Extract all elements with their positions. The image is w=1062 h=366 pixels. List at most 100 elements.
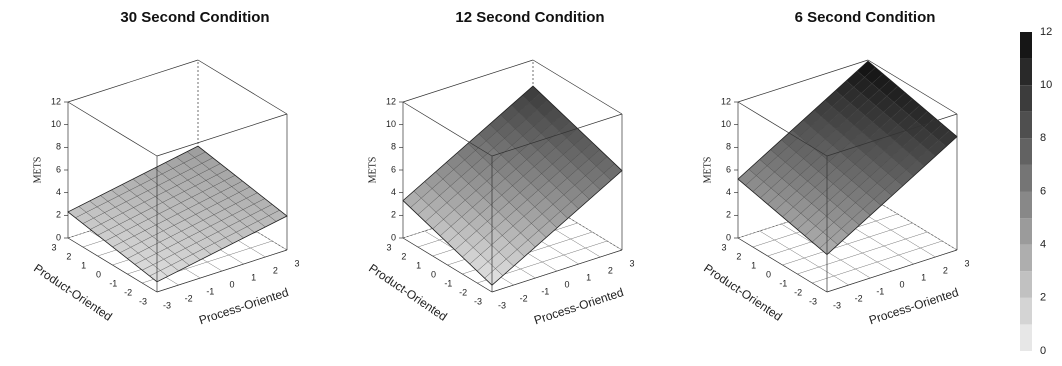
box-edge (402, 237, 493, 293)
z-tick-label: 8 (391, 142, 396, 152)
surface (402, 85, 623, 286)
x-tick-label: -3 (809, 296, 817, 306)
z-tick-label: 6 (391, 164, 396, 174)
colorbar-tick-label: 8 (1040, 132, 1046, 144)
z-tick-label: 6 (56, 164, 61, 174)
y-tick-label: 0 (899, 279, 904, 289)
y-tick-label: -3 (498, 300, 506, 310)
colorbar-band (1020, 191, 1032, 219)
x-tick-label: 1 (751, 260, 756, 270)
z-tick-label: 12 (51, 96, 61, 106)
z-axis-label: METS (367, 157, 378, 184)
y-tick-label: 3 (294, 258, 299, 268)
z-tick-label: 6 (726, 164, 731, 174)
colorbar-band (1020, 85, 1032, 112)
z-tick-label: 2 (726, 210, 731, 220)
x-tick-label: 1 (81, 260, 86, 270)
y-tick-label: -1 (541, 286, 549, 296)
y-tick-label: 0 (564, 279, 569, 289)
box-edge (491, 249, 623, 293)
x-axis-label: Product-Oriented (366, 261, 450, 324)
surface (67, 145, 288, 283)
y-tick-label: 2 (273, 265, 278, 275)
box-edge (156, 249, 288, 293)
x-tick-label: 2 (736, 251, 741, 261)
y-tick-label: -1 (206, 286, 214, 296)
y-tick-label: 3 (964, 258, 969, 268)
z-tick-label: 10 (721, 119, 731, 129)
box-edge (67, 59, 199, 103)
box-edge (737, 59, 869, 103)
x-tick-label: -1 (444, 278, 452, 288)
colorbar-band (1020, 218, 1032, 245)
colorbar-band (1020, 164, 1032, 192)
box-edge (402, 101, 493, 157)
x-tick-label: 3 (721, 242, 726, 252)
x-axis-label: Product-Oriented (701, 261, 785, 324)
colorbar-tick-label: 12 (1040, 26, 1052, 38)
y-tick-label: 2 (943, 265, 948, 275)
z-tick-label: 2 (391, 210, 396, 220)
x-tick-label: -3 (139, 296, 147, 306)
y-tick-label: -2 (185, 293, 193, 303)
z-tick-label: 12 (721, 96, 731, 106)
colorbar-band (1020, 111, 1032, 139)
colorbar-band (1020, 297, 1032, 325)
x-tick-label: -3 (474, 296, 482, 306)
y-tick-label: 3 (629, 258, 634, 268)
x-tick-label: 0 (96, 269, 101, 279)
box-edge (737, 237, 828, 293)
floor-grid-line (867, 195, 958, 251)
box-edge (491, 113, 623, 157)
y-tick-label: -3 (833, 300, 841, 310)
floor-grid-line (759, 230, 849, 286)
colorbar-band (1020, 324, 1032, 351)
y-tick-label: -2 (520, 293, 528, 303)
x-tick-label: -1 (779, 278, 787, 288)
x-tick-label: 2 (66, 251, 71, 261)
z-axis-label: METS (702, 157, 713, 184)
y-tick-label: 1 (586, 272, 591, 282)
box-edge (826, 113, 958, 157)
box-edge (197, 59, 288, 115)
box-edge (867, 59, 958, 115)
y-tick-label: 1 (251, 272, 256, 282)
colorbar-tick-label: 0 (1040, 345, 1046, 357)
colorbar-tick-label: 2 (1040, 292, 1046, 304)
box-edge (737, 101, 828, 157)
z-tick-label: 0 (56, 232, 61, 242)
box-edge (826, 249, 958, 293)
x-tick-label: 3 (51, 242, 56, 252)
x-tick-label: -2 (124, 287, 132, 297)
z-tick-label: 4 (56, 187, 61, 197)
z-tick-label: 4 (726, 187, 731, 197)
panel-title: 6 Second Condition (795, 9, 936, 26)
z-tick-label: 0 (391, 232, 396, 242)
y-tick-label: 2 (608, 265, 613, 275)
z-axis-label: METS (32, 157, 43, 184)
y-tick-label: -3 (163, 300, 171, 310)
x-tick-label: -1 (109, 278, 117, 288)
x-axis-label: Product-Oriented (31, 261, 115, 324)
z-tick-label: 8 (56, 142, 61, 152)
z-tick-label: 0 (726, 232, 731, 242)
colorbar-tick-label: 10 (1040, 79, 1052, 91)
x-tick-label: 0 (431, 269, 436, 279)
y-tick-label: -1 (876, 286, 884, 296)
panel-title: 30 Second Condition (120, 9, 269, 26)
z-tick-label: 2 (56, 210, 61, 220)
colorbar-tick-label: 6 (1040, 185, 1046, 197)
box-edge (67, 101, 158, 157)
x-tick-label: -2 (459, 287, 467, 297)
surface (737, 60, 958, 256)
box-edge (402, 59, 534, 103)
z-tick-label: 12 (386, 96, 396, 106)
z-tick-label: 10 (51, 119, 61, 129)
panel-title: 12 Second Condition (455, 9, 604, 26)
box-edge (156, 113, 288, 157)
z-tick-label: 8 (726, 142, 731, 152)
y-tick-label: -2 (855, 293, 863, 303)
x-tick-label: 3 (386, 242, 391, 252)
colorbar-band (1020, 32, 1032, 59)
